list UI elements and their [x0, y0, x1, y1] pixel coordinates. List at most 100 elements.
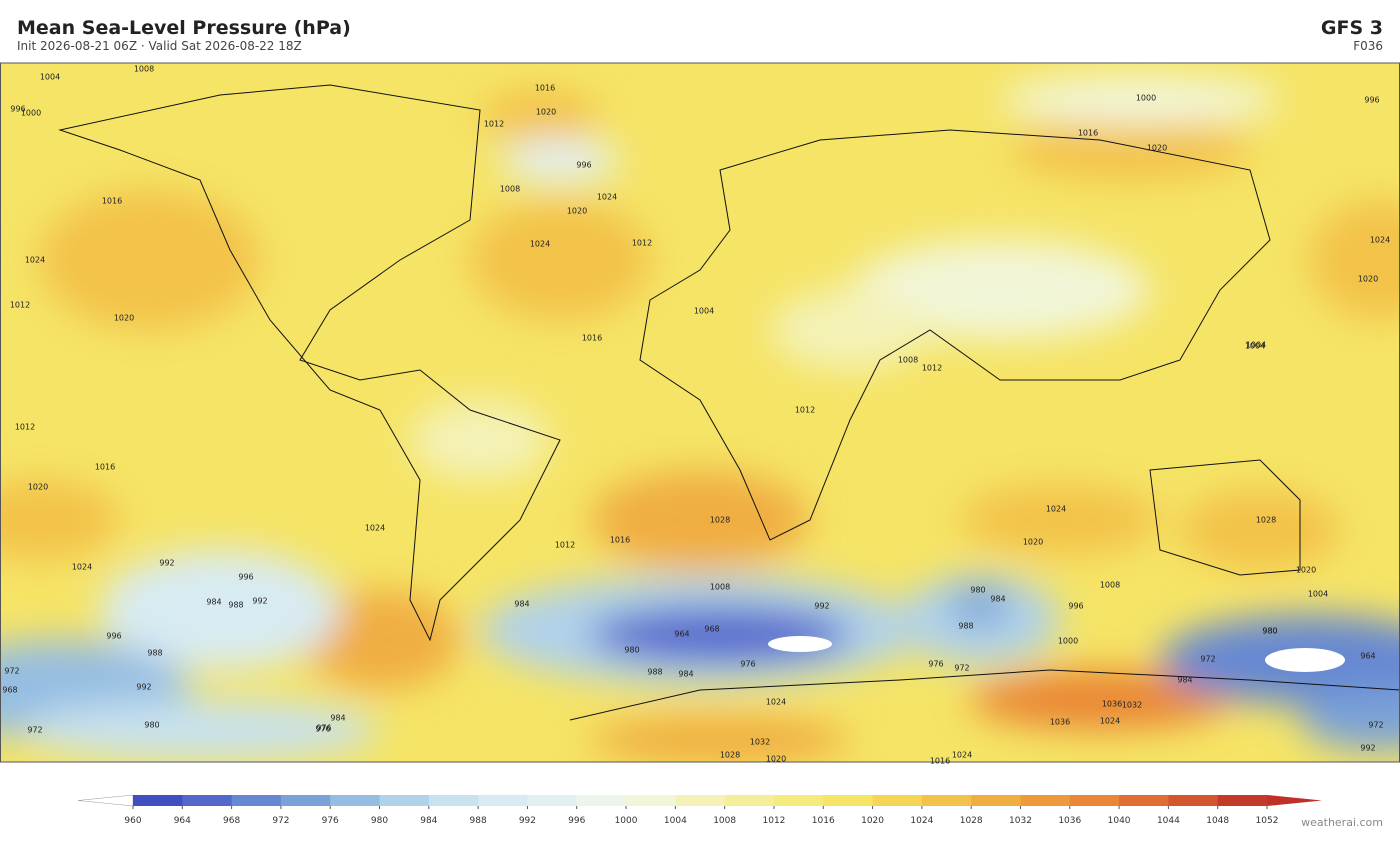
colorbar-tick-label: 972 [272, 816, 289, 826]
contour-label: 1020 [1358, 275, 1378, 284]
contour-label: 980 [144, 721, 159, 730]
contour-label: 964 [1360, 652, 1375, 661]
contour-label: 1012 [15, 423, 35, 432]
title: Mean Sea-Level Pressure (hPa) [17, 17, 351, 39]
colorbar-segment [231, 795, 282, 806]
colorbar-segment [971, 795, 1021, 806]
contour-label: 1020 [114, 314, 134, 323]
colorbar-tick-label: 968 [223, 816, 240, 826]
colorbar-segment [872, 795, 923, 806]
contour-label: 1024 [766, 698, 786, 707]
colorbar-tick-label: 1052 [1256, 816, 1279, 826]
contour-label: 1008 [134, 65, 154, 74]
contour-label: 996 [106, 632, 121, 641]
colorbar-tick-label: 976 [322, 816, 339, 826]
contour-label: 984 [206, 598, 221, 607]
contour-label: 992 [159, 559, 174, 568]
contour-label: 1032 [1122, 701, 1142, 710]
colorbar-tick-label: 980 [371, 816, 388, 826]
colorbar-segment [330, 795, 381, 806]
contour-label: 1020 [1023, 538, 1043, 547]
model: GFS 3 [1321, 17, 1383, 39]
colorbar-tick-label: 984 [420, 816, 437, 826]
contour-label: 972 [27, 726, 42, 735]
colorbar-segment [133, 795, 183, 806]
contour-label: 1024 [530, 240, 550, 249]
colorbar-segment [1168, 795, 1219, 806]
colorbar-segment [280, 795, 331, 806]
contour-label: 1020 [28, 483, 48, 492]
colorbar-tick-label: 992 [519, 816, 536, 826]
colorbar-segment [1069, 795, 1120, 806]
coastlines [58, 84, 1400, 721]
colorbar-tick-label: 1012 [763, 816, 786, 826]
contour-label: 976 [315, 725, 330, 734]
contour-label: 1004 [1246, 341, 1266, 350]
contour-label: 976 [316, 724, 331, 733]
contour-label: 980 [1262, 627, 1277, 636]
contour-label: 1020 [1296, 566, 1316, 575]
contour-label: 984 [990, 595, 1005, 604]
contour-label: 996 [10, 105, 25, 114]
contour-label: 980 [970, 586, 985, 595]
colorbar-tick-label: 1008 [713, 816, 736, 826]
contour-label: 1028 [720, 751, 740, 760]
colorbar-segment [428, 795, 479, 806]
contour-label: 1016 [95, 463, 115, 472]
contour-label: 1004 [694, 307, 714, 316]
colorbar-segment [576, 795, 627, 806]
missing-data [1265, 648, 1345, 672]
colorbar-tick-label: 1020 [861, 816, 884, 826]
colorbar-tick-label: 1004 [664, 816, 687, 826]
colorbar-under [77, 794, 134, 807]
contour-label: 1028 [710, 516, 730, 525]
contour-label: 1016 [610, 536, 630, 545]
forecast-hour: F036 [1353, 39, 1383, 53]
contour-label: 984 [514, 600, 529, 609]
credit: weatherai.com [1301, 816, 1383, 829]
contour-label: 988 [958, 622, 973, 631]
contour-label: 996 [1364, 96, 1379, 105]
contour-label: 1020 [1147, 144, 1167, 153]
colorbar-segment [527, 795, 578, 806]
contour-label: 972 [4, 667, 19, 676]
colorbar-segment [1217, 795, 1268, 806]
contour-label: 1024 [72, 563, 92, 572]
colorbar-tick-label: 1032 [1009, 816, 1032, 826]
colorbar-segment [478, 795, 528, 806]
colorbar-tick-label: 964 [174, 816, 191, 826]
colorbar-tick-label: 960 [124, 816, 141, 826]
colorbar-segment [921, 795, 972, 806]
contour-label: 1024 [1046, 505, 1066, 514]
contour-label: 1008 [898, 356, 918, 365]
contour-label: 1004 [40, 73, 60, 82]
contour-label: 972 [1200, 655, 1215, 664]
contour-label: 1012 [922, 364, 942, 373]
colorbar-tick-label: 988 [470, 816, 487, 826]
contour-label: 996 [576, 161, 591, 170]
contour-label: 1024 [597, 193, 617, 202]
contour-label: 968 [2, 686, 17, 695]
colorbar-segment [724, 795, 775, 806]
colorbar-tick-label: 1036 [1058, 816, 1081, 826]
contour-label: 1024 [25, 256, 45, 265]
contour-label: 1020 [536, 108, 556, 117]
colorbar-segment [182, 795, 233, 806]
contour-label: 996 [1068, 602, 1083, 611]
contour-label: 964 [674, 630, 689, 639]
contour-label: 976 [928, 660, 943, 669]
contour-label: 1024 [1370, 236, 1390, 245]
contour-label: 984 [678, 670, 693, 679]
contour-label: 1012 [484, 120, 504, 129]
map [0, 63, 1400, 762]
colorbar-segment [1020, 795, 1071, 806]
contour-label: 972 [954, 664, 969, 673]
contour-label: 1016 [1078, 129, 1098, 138]
colorbar-over [1267, 795, 1322, 806]
contour-label: 984 [1177, 676, 1192, 685]
colorbar-tick-label: 1048 [1206, 816, 1229, 826]
contour-label: 1012 [632, 239, 652, 248]
contour-label: 988 [147, 649, 162, 658]
contour-label: 1036 [1102, 700, 1122, 709]
